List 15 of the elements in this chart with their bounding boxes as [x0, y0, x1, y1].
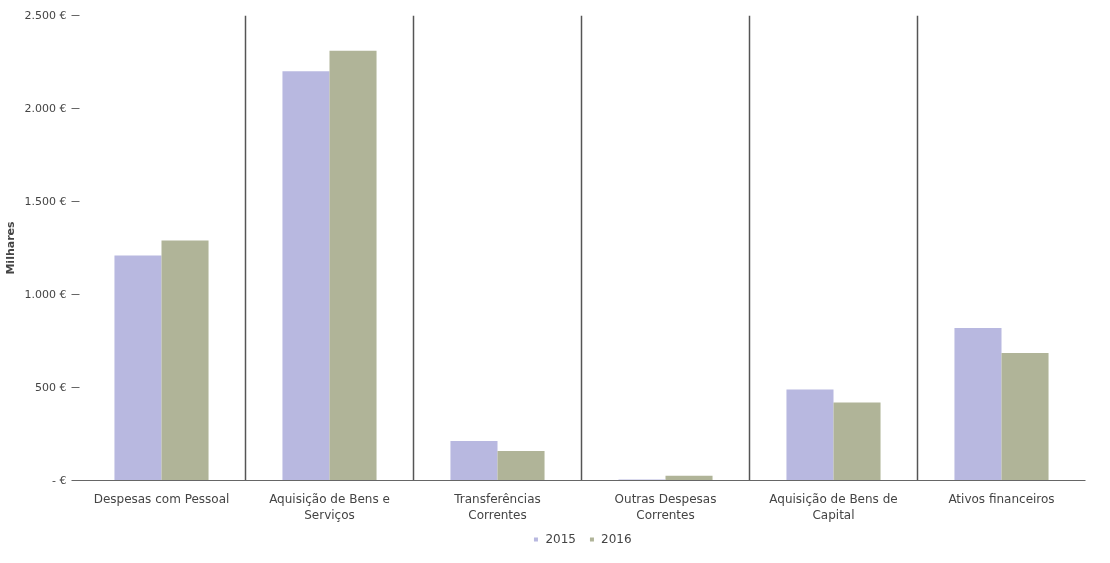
legend-label: 2016: [601, 532, 632, 546]
y-tick-label: 1.000 €: [24, 288, 67, 301]
x-tick-label: Despesas com Pessoal: [93, 491, 230, 506]
y-axis-title: Milhares: [3, 220, 17, 275]
legend-label: 2015: [545, 532, 576, 546]
x-tick-label: Outras Despesas Correntes: [614, 491, 717, 523]
y-tick-label: 2.000 €: [24, 102, 67, 115]
x-tick-label: Aquisição de Bens de Capital: [769, 491, 898, 523]
y-tick-label: - €: [52, 474, 67, 487]
x-tick-label: Ativos financeiros: [948, 491, 1055, 506]
y-tick-label: 1.500 €: [24, 195, 67, 208]
x-tick-label: Aquisição de Bens e Serviços: [269, 491, 390, 523]
y-tick-label: 500 €: [35, 381, 67, 394]
x-tick-label: Transferências Correntes: [453, 491, 541, 523]
y-tick-label: 2.500 €: [24, 9, 67, 22]
